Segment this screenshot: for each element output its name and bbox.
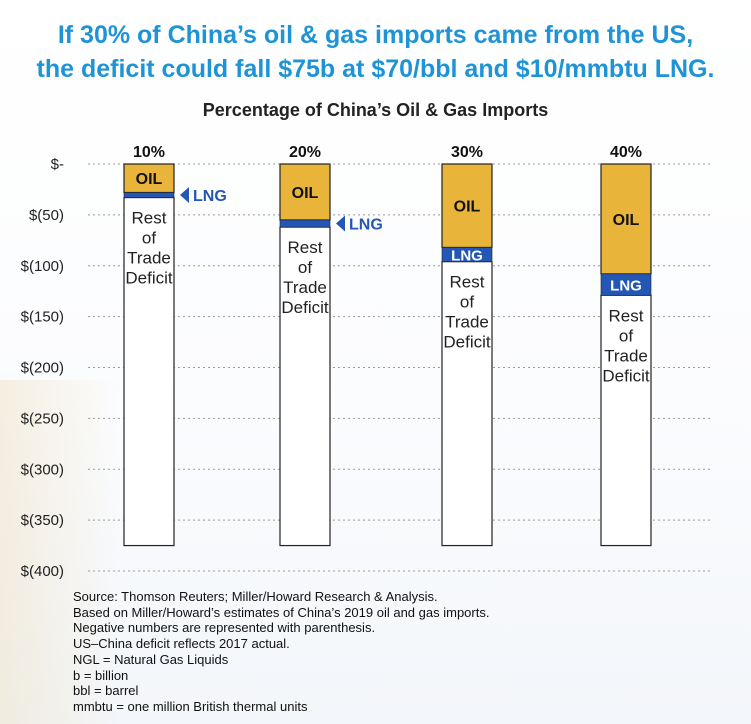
- category-label: 10%: [133, 144, 165, 161]
- lng-segment-label: LNG: [193, 188, 227, 205]
- bar-oil-segment: [279, 163, 331, 221]
- rest-segment-label: Rest: [288, 238, 323, 257]
- y-tick-label: $(200): [21, 360, 64, 377]
- rest-segment-label: Deficit: [281, 298, 329, 317]
- y-tick-label: $(100): [21, 258, 64, 275]
- oil-segment-label: OIL: [136, 171, 163, 188]
- note-line: Source: Thomson Reuters; Miller/Howard R…: [73, 589, 438, 604]
- bar-lng-segment: [279, 219, 331, 228]
- note-line: bbl = barrel: [73, 683, 139, 699]
- rest-segment-label: Trade: [127, 249, 171, 268]
- bar-oil-segment: [441, 163, 493, 249]
- y-tick-label: $(400): [21, 563, 64, 580]
- y-tick-label: $-: [51, 156, 64, 173]
- headline-line-1: If 30% of China’s oil & gas imports came…: [57, 21, 694, 49]
- lng-pointer-arrow: [180, 187, 189, 204]
- source-notes: Source: Thomson Reuters; Miller/Howard R…: [73, 589, 713, 715]
- rest-segment-label: Rest: [132, 209, 167, 228]
- bar-rest-segment: [600, 294, 652, 547]
- oil-segment-label: OIL: [454, 199, 481, 216]
- bar-rest-segment: [279, 226, 331, 547]
- category-label: 30%: [451, 144, 483, 161]
- headline-line-2: the deficit could fall $75b at $70/bbl a…: [36, 55, 715, 83]
- note-line: Negative numbers are represented with pa…: [73, 620, 376, 636]
- rest-segment-label: of: [619, 326, 633, 345]
- note-line: b = billion: [73, 667, 129, 683]
- lng-pointer-arrow: [336, 215, 345, 232]
- y-tick-label: $(350): [21, 512, 64, 529]
- rest-segment-label: of: [142, 229, 156, 248]
- bar-oil-segment: [123, 163, 175, 194]
- y-tick-label: $(300): [21, 461, 64, 478]
- headline: If 30% of China’s oil & gas imports came…: [0, 18, 751, 86]
- lng-segment-label: LNG: [610, 278, 642, 295]
- y-tick-label: $(150): [21, 309, 64, 326]
- lng-segment-label: LNG: [451, 248, 483, 265]
- category-label: 20%: [289, 144, 321, 161]
- rest-segment-label: of: [298, 258, 312, 277]
- y-tick-label: $(250): [21, 410, 64, 427]
- lng-segment-label: LNG: [349, 217, 383, 234]
- bar-rest-segment: [441, 261, 493, 547]
- rest-segment-label: Rest: [609, 306, 644, 325]
- bar-lng-segment: [600, 273, 652, 296]
- y-tick-label: $(50): [29, 207, 64, 224]
- background-tint: [0, 380, 120, 724]
- rest-segment-label: Deficit: [125, 269, 173, 288]
- rest-segment-label: Deficit: [443, 333, 491, 352]
- bar-lng-segment: [441, 247, 493, 262]
- rest-segment-label: of: [460, 293, 474, 312]
- note-line: NGL = Natural Gas Liquids: [73, 651, 229, 667]
- bar-lng-segment: [123, 192, 175, 198]
- category-label: 40%: [610, 144, 642, 161]
- note-line: US–China deficit reflects 2017 actual.: [73, 636, 290, 652]
- note-line: mmbtu = one million British thermal unit…: [73, 698, 308, 714]
- oil-segment-label: OIL: [613, 212, 640, 229]
- rest-segment-label: Trade: [445, 313, 489, 332]
- note-line: Based on Miller/Howard’s estimates of Ch…: [73, 604, 490, 620]
- rest-segment-label: Trade: [604, 346, 648, 365]
- chart-title: Percentage of China’s Oil & Gas Imports: [202, 100, 549, 120]
- rest-segment-label: Deficit: [602, 366, 650, 385]
- bar-rest-segment: [123, 196, 175, 547]
- rest-segment-label: Rest: [450, 273, 485, 292]
- rest-segment-label: Trade: [283, 278, 327, 297]
- oil-segment-label: OIL: [292, 185, 319, 202]
